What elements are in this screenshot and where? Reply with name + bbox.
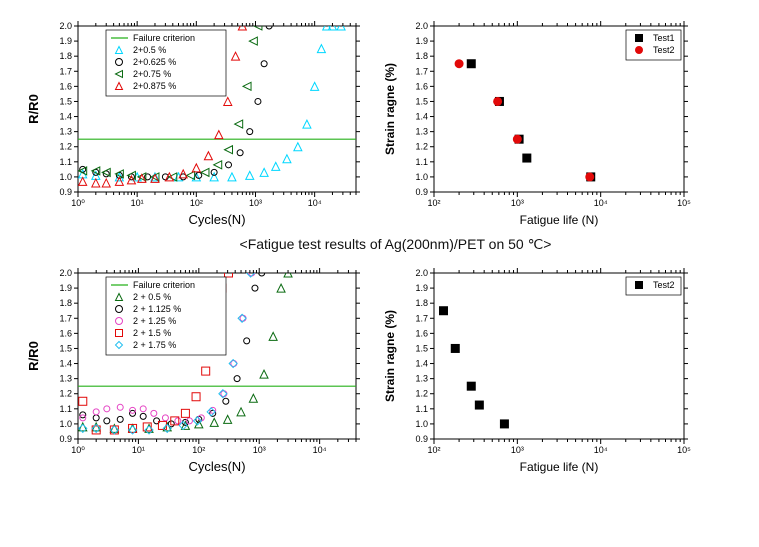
chart-top-left: 0.9 1.0 1.1 1.2 1.3 1.4 1.5 1.6 1.7 1.8 1.9 2.0 10⁰ 1…	[16, 12, 376, 232]
svg-text:10⁵: 10⁵	[677, 445, 691, 455]
svg-text:R/R0: R/R0	[26, 94, 41, 124]
svg-text:Failure criterion: Failure criterion	[133, 280, 195, 290]
svg-text:10⁵: 10⁵	[677, 198, 691, 208]
chart-bot-left: 0.9 1.0 1.1 1.2 1.3 1.4 1.5 1.6 1.7 1.8 1.9 2.0 10⁰ 1…	[16, 259, 376, 479]
svg-text:Fatigue life (N): Fatigue life (N)	[520, 460, 599, 474]
svg-text:0.9: 0.9	[59, 434, 72, 444]
svg-text:Cycles(N): Cycles(N)	[188, 459, 245, 474]
svg-text:10⁰: 10⁰	[71, 445, 85, 455]
chart-bot-right: 0.9 1.0 1.1 1.2 1.3 1.4 1.5 1.6 1.7 1.8 1.9 2.0 10² 1…	[376, 259, 716, 479]
svg-text:R/R0: R/R0	[26, 341, 41, 371]
svg-text:1.7: 1.7	[415, 66, 428, 76]
svg-text:1.6: 1.6	[59, 328, 72, 338]
svg-text:1.8: 1.8	[415, 51, 428, 61]
svg-text:10²: 10²	[427, 445, 440, 455]
svg-text:2 + 1.125 %: 2 + 1.125 %	[133, 304, 181, 314]
svg-text:2+0.875 %: 2+0.875 %	[133, 81, 176, 91]
svg-text:1.0: 1.0	[415, 419, 428, 429]
svg-text:1.8: 1.8	[415, 298, 428, 308]
svg-text:0.9: 0.9	[415, 434, 428, 444]
svg-text:1.1: 1.1	[59, 404, 72, 414]
svg-text:10⁴: 10⁴	[308, 198, 322, 208]
svg-text:Test1: Test1	[653, 33, 675, 43]
svg-text:1.0: 1.0	[59, 419, 72, 429]
svg-text:10³: 10³	[249, 198, 262, 208]
svg-text:1.8: 1.8	[59, 51, 72, 61]
svg-text:2 + 1.5 %: 2 + 1.5 %	[133, 328, 171, 338]
svg-text:1.6: 1.6	[415, 81, 428, 91]
svg-text:1.5: 1.5	[59, 343, 72, 353]
svg-text:10³: 10³	[511, 198, 524, 208]
svg-text:2.0: 2.0	[415, 21, 428, 31]
svg-text:1.9: 1.9	[415, 283, 428, 293]
svg-text:1.6: 1.6	[59, 81, 72, 91]
svg-text:0.9: 0.9	[415, 187, 428, 197]
svg-text:10³: 10³	[511, 445, 524, 455]
svg-text:2+0.75 %: 2+0.75 %	[133, 69, 171, 79]
svg-text:10⁴: 10⁴	[594, 198, 608, 208]
svg-text:1.2: 1.2	[415, 389, 428, 399]
svg-text:10⁴: 10⁴	[313, 445, 327, 455]
svg-text:1.9: 1.9	[59, 283, 72, 293]
chart-top-right: 0.9 1.0 1.1 1.2 1.3 1.4 1.5 1.6 1.7 1.8 1.9 2.0 10² 1…	[376, 12, 716, 232]
svg-text:1.9: 1.9	[415, 36, 428, 46]
svg-text:1.4: 1.4	[415, 112, 428, 122]
svg-text:10²: 10²	[190, 198, 203, 208]
svg-text:2 + 0.5 %: 2 + 0.5 %	[133, 292, 171, 302]
svg-text:0.9: 0.9	[59, 187, 72, 197]
svg-text:1.5: 1.5	[415, 343, 428, 353]
svg-text:1.7: 1.7	[415, 313, 428, 323]
svg-text:1.1: 1.1	[415, 157, 428, 167]
svg-text:2.0: 2.0	[59, 21, 72, 31]
svg-text:2+0.5 %: 2+0.5 %	[133, 45, 166, 55]
svg-text:2+0.625 %: 2+0.625 %	[133, 57, 176, 67]
svg-text:10²: 10²	[192, 445, 205, 455]
svg-text:1.4: 1.4	[59, 112, 72, 122]
svg-text:1.4: 1.4	[59, 359, 72, 369]
svg-text:1.7: 1.7	[59, 66, 72, 76]
svg-text:Strain ragne (%): Strain ragne (%)	[383, 63, 397, 155]
svg-text:1.6: 1.6	[415, 328, 428, 338]
svg-text:1.0: 1.0	[415, 172, 428, 182]
svg-text:1.3: 1.3	[415, 127, 428, 137]
svg-text:1.3: 1.3	[59, 374, 72, 384]
svg-text:1.2: 1.2	[415, 142, 428, 152]
svg-text:Failure criterion: Failure criterion	[133, 33, 195, 43]
svg-text:1.2: 1.2	[59, 389, 72, 399]
svg-text:2 + 1.75 %: 2 + 1.75 %	[133, 340, 176, 350]
svg-text:1.3: 1.3	[415, 374, 428, 384]
svg-text:1.1: 1.1	[59, 157, 72, 167]
svg-text:1.9: 1.9	[59, 36, 72, 46]
svg-text:2.0: 2.0	[415, 268, 428, 278]
svg-text:1.1: 1.1	[415, 404, 428, 414]
svg-text:1.2: 1.2	[59, 142, 72, 152]
figure-caption: <Fatigue test results of Ag(200nm)/PET o…	[16, 232, 759, 259]
svg-text:1.4: 1.4	[415, 359, 428, 369]
svg-text:Fatigue life (N): Fatigue life (N)	[520, 213, 599, 227]
svg-text:10⁴: 10⁴	[594, 445, 608, 455]
svg-text:10²: 10²	[427, 198, 440, 208]
svg-text:Test2: Test2	[653, 45, 675, 55]
svg-text:10¹: 10¹	[132, 445, 145, 455]
svg-text:1.5: 1.5	[415, 96, 428, 106]
svg-text:2 + 1.25 %: 2 + 1.25 %	[133, 316, 176, 326]
svg-text:10³: 10³	[253, 445, 266, 455]
svg-text:1.5: 1.5	[59, 96, 72, 106]
svg-text:Cycles(N): Cycles(N)	[188, 212, 245, 227]
svg-text:Test2: Test2	[653, 280, 675, 290]
svg-text:10⁰: 10⁰	[71, 198, 85, 208]
svg-text:2.0: 2.0	[59, 268, 72, 278]
svg-text:10¹: 10¹	[131, 198, 144, 208]
svg-text:1.3: 1.3	[59, 127, 72, 137]
svg-text:1.8: 1.8	[59, 298, 72, 308]
svg-text:1.0: 1.0	[59, 172, 72, 182]
svg-text:1.7: 1.7	[59, 313, 72, 323]
svg-text:Strain ragne (%): Strain ragne (%)	[383, 310, 397, 402]
